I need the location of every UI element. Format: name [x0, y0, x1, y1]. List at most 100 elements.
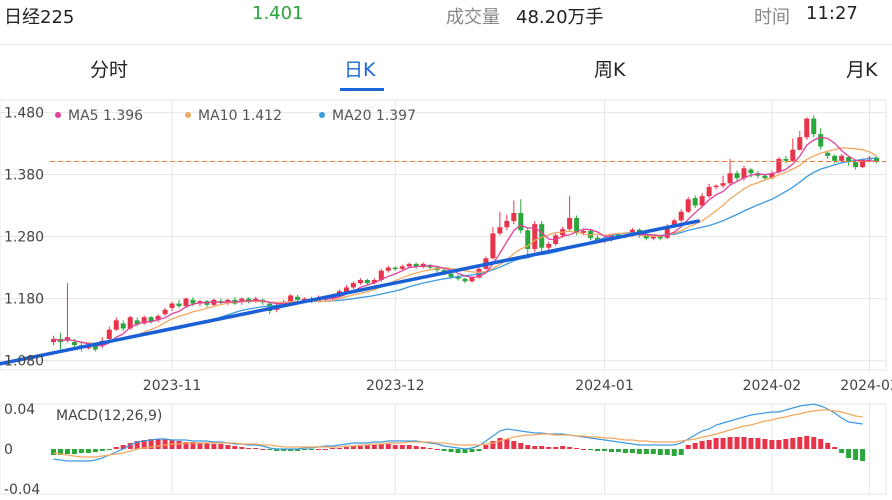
macd-histogram-bar — [769, 440, 775, 449]
candle-body — [804, 118, 810, 138]
candle-body — [734, 173, 740, 179]
candle-body — [797, 137, 803, 150]
macd-histogram-bar — [274, 449, 280, 451]
main-chart-frame — [0, 99, 887, 371]
macd-histogram-bar — [302, 449, 308, 450]
volume-label: 成交量 — [446, 7, 500, 28]
candle-body — [392, 267, 398, 270]
candle-body — [50, 338, 56, 343]
macd-histogram-bar — [329, 448, 335, 449]
candle-body — [378, 270, 384, 280]
candle-body — [385, 267, 391, 271]
ma-legend: MA5 1.396 MA10 1.412 MA20 1.397 — [55, 108, 416, 124]
macd-histogram-bar — [532, 446, 538, 449]
macd-histogram-bar — [525, 445, 531, 449]
candle-body — [350, 283, 356, 288]
legend-dot — [319, 112, 325, 118]
candle-body — [169, 303, 175, 308]
macd-histogram-bar — [860, 449, 866, 461]
tab-weekly-k[interactable]: 周K — [594, 59, 626, 81]
tab-daily-k[interactable]: 日K — [344, 59, 376, 81]
macd-histogram-bar — [50, 449, 56, 455]
candle-body — [295, 296, 301, 300]
candle-body — [406, 263, 412, 267]
macd-histogram-bar — [64, 449, 70, 454]
macd-histogram-bar — [825, 443, 831, 449]
macd-histogram-bar — [378, 444, 384, 449]
macd-tick-label: -0.04 — [4, 482, 40, 498]
price-tick-label: 1.180 — [4, 292, 44, 308]
macd-histogram-bar — [671, 449, 677, 456]
macd-histogram-bar — [553, 447, 559, 449]
macd-histogram-bar — [448, 449, 454, 452]
candle-body — [664, 226, 670, 238]
macd-histogram-bar — [204, 443, 210, 449]
macd-histogram-bar — [399, 445, 405, 449]
macd-histogram-bar — [762, 439, 768, 449]
candle-body — [455, 276, 461, 279]
candle-body — [246, 298, 252, 302]
macd-histogram-bar — [699, 441, 705, 449]
candle-body — [581, 230, 587, 233]
candle-body — [511, 212, 517, 222]
candle-body — [699, 196, 705, 206]
date-tick-label: 2024-02 — [743, 378, 802, 394]
macd-histogram-bar — [755, 438, 761, 449]
candle-body — [176, 303, 182, 307]
candle-body — [302, 298, 308, 301]
candle-body — [790, 149, 796, 161]
macd-histogram-bar — [685, 445, 691, 449]
candle-body — [148, 317, 154, 322]
legend-entry: MA20 1.397 — [332, 108, 416, 124]
candle-body — [685, 199, 691, 212]
legend-entry: MA5 1.396 — [68, 108, 143, 124]
time-value: 11:27 — [806, 3, 858, 24]
candle-body — [532, 224, 538, 249]
macd-histogram-bar — [664, 449, 670, 455]
ma5-line — [53, 136, 877, 347]
tab-monthly-k[interactable]: 月K — [846, 59, 878, 81]
tab-intraday[interactable]: 分时 — [90, 59, 129, 81]
candle-body — [567, 217, 573, 230]
candle-body — [371, 280, 377, 284]
price-tick-label: 1.280 — [4, 230, 44, 246]
macd-histogram-bar — [622, 449, 628, 453]
candle-body — [71, 342, 77, 346]
macd-histogram-bar — [267, 449, 273, 450]
candle-body — [120, 323, 126, 329]
macd-histogram-bar — [560, 446, 566, 449]
macd-histogram-bar — [581, 449, 587, 450]
candle-body — [343, 287, 349, 293]
macd-tick-label: 0 — [4, 442, 13, 458]
macd-histogram-bar — [218, 444, 224, 449]
candle-body — [490, 233, 496, 259]
candle-body — [874, 157, 880, 162]
macd-panel: 0.04 0 -0.04 MACD(12,26,9) — [0, 402, 887, 498]
macd-histogram-bar — [783, 439, 789, 449]
macd-histogram-bar — [288, 449, 294, 451]
macd-histogram-bar — [546, 447, 552, 449]
candle-body — [811, 118, 817, 135]
macd-histogram-bar — [316, 449, 322, 450]
candle-body — [769, 173, 775, 179]
macd-histogram-bar — [588, 449, 594, 450]
candle-body — [650, 236, 656, 239]
macd-histogram-bar — [518, 443, 524, 449]
candle-body — [692, 198, 698, 206]
candle-body — [504, 221, 510, 228]
chart-grid — [0, 99, 887, 371]
candle-body — [825, 152, 831, 156]
quote-header: 日经225 1.401 成交量 48.20万手 时间 11:27 — [0, 0, 892, 32]
period-tabs: 分时 日K 周K 月K — [0, 44, 892, 93]
macd-histogram-bar — [811, 437, 817, 449]
candle-body — [525, 230, 531, 249]
index-name: 日经225 — [4, 7, 75, 28]
candle-body — [762, 175, 768, 179]
macd-histogram-bar — [197, 443, 203, 449]
macd-histogram-bar — [239, 447, 245, 449]
macd-histogram-bar — [246, 448, 252, 449]
candle-body — [518, 212, 524, 231]
candle-body — [162, 309, 168, 315]
macd-histogram-bar — [657, 449, 663, 455]
